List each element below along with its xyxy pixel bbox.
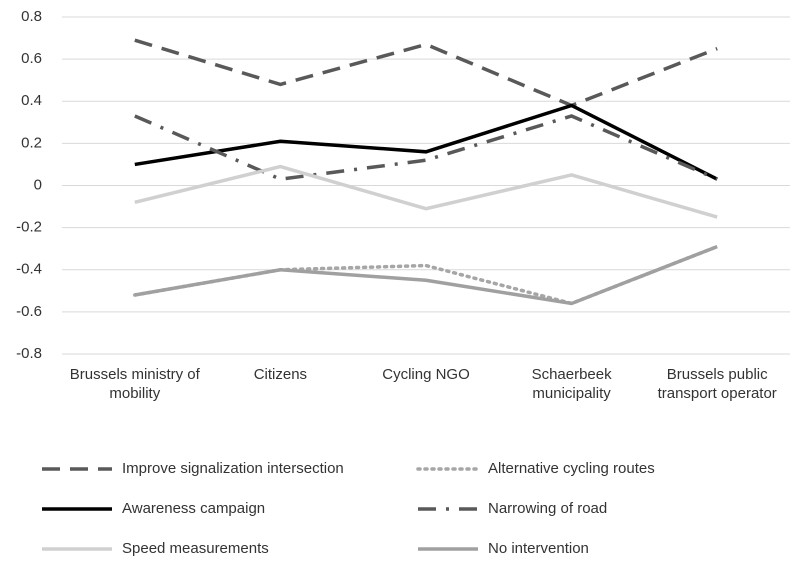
series-line [134, 244, 718, 306]
legend-label: Improve signalization intersection [122, 460, 344, 477]
legend-label: Speed measurements [122, 540, 269, 557]
x-tick-label: Brussels ministry of mobility [69, 366, 200, 402]
y-tick-label: 0.2 [21, 134, 42, 151]
x-tick-label: Cycling NGO [382, 366, 470, 383]
series-line [134, 114, 718, 181]
y-tick-label: 0 [34, 176, 42, 193]
series-line [134, 164, 718, 219]
legend-label: No intervention [488, 540, 589, 557]
x-tick-label: Brussels public transport operator [657, 366, 777, 402]
legend-label: Alternative cycling routes [488, 460, 655, 477]
y-tick-label: -0.6 [16, 303, 42, 320]
y-tick-label: 0.6 [21, 50, 42, 67]
y-tick-label: -0.8 [16, 345, 42, 362]
legend-label: Narrowing of road [488, 500, 607, 517]
y-tick-label: -0.2 [16, 219, 42, 236]
series-line [133, 244, 719, 306]
y-tick-label: 0.4 [21, 92, 42, 109]
x-tick-label: Schaerbeek municipality [531, 366, 612, 402]
series-line [134, 38, 718, 108]
series-line [134, 103, 718, 181]
legend-label: Awareness campaign [122, 500, 265, 517]
y-tick-label: -0.4 [16, 261, 42, 278]
x-tick-label: Citizens [253, 366, 308, 383]
y-tick-label: 0.8 [21, 8, 42, 25]
